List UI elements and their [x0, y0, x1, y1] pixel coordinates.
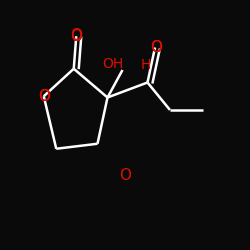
- Text: O: O: [119, 168, 131, 182]
- Text: O: O: [150, 40, 162, 55]
- Text: O: O: [38, 89, 50, 104]
- Text: O: O: [38, 89, 50, 104]
- Text: OH: OH: [102, 58, 124, 71]
- Text: O: O: [70, 29, 82, 44]
- Text: O: O: [38, 89, 50, 104]
- Text: H: H: [140, 58, 151, 72]
- Text: O: O: [70, 29, 82, 44]
- Text: O: O: [150, 40, 162, 55]
- Text: O: O: [150, 40, 162, 55]
- Text: O: O: [70, 28, 82, 42]
